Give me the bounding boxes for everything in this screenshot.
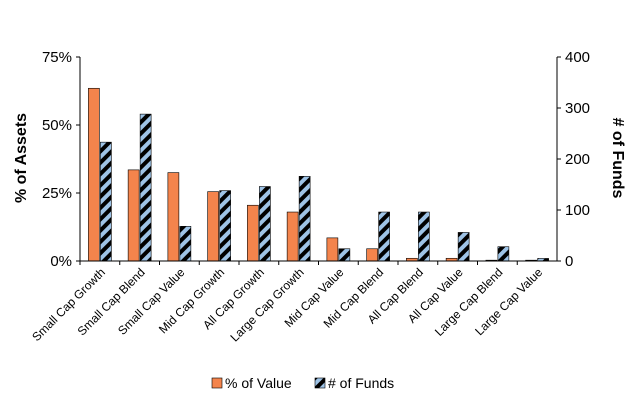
bar-funds-6	[338, 248, 351, 262]
x-tick-label-11: Large Cap Value	[472, 265, 545, 338]
bar-value-5	[286, 211, 299, 262]
y-left-tick-label-1: 25%	[42, 185, 72, 202]
y-left-tick-label-0: 0%	[50, 253, 72, 270]
bar-funds-3	[219, 190, 231, 262]
bar-value-3	[207, 191, 219, 262]
legend-swatch-funds	[314, 377, 326, 389]
y-right-axis-label: # of Funds	[609, 118, 626, 199]
legend-swatch-value	[211, 377, 223, 389]
bar-funds-1	[139, 113, 152, 262]
bar-value-1	[127, 169, 140, 262]
bar-funds-5	[298, 176, 311, 262]
bar-funds-4	[259, 186, 271, 262]
legend-label-funds: # of Funds	[328, 375, 394, 391]
y-right-tick-label-3: 300	[565, 100, 590, 117]
bar-funds-10	[497, 246, 510, 262]
bar-funds-0	[100, 141, 112, 262]
x-tick-label-5: Large Cap Growth	[227, 265, 306, 344]
y-left-tick-label-3: 75%	[42, 49, 72, 66]
legend: % of Value # of Funds	[211, 375, 394, 391]
bar-funds-2	[179, 226, 192, 262]
bar-funds-7	[378, 211, 390, 262]
legend-label-value: % of Value	[225, 375, 292, 391]
bar-value-4	[247, 204, 259, 262]
y-right-tick-label-0: 0	[565, 253, 573, 270]
bar-value-0	[88, 87, 100, 262]
y-right-tick-label-2: 200	[565, 151, 590, 168]
bar-funds-8	[418, 211, 430, 262]
x-tick-label-10: Large Cap Blend	[432, 265, 506, 339]
y-right-tick-label-1: 100	[565, 202, 590, 219]
y-left-axis-label: % of Assets	[13, 113, 30, 203]
bar-funds-9	[457, 232, 470, 262]
x-tick-label-0: Small Cap Growth	[29, 265, 108, 344]
bar-value-7	[366, 248, 378, 262]
y-left-tick-label-2: 50%	[42, 117, 72, 134]
y-right-tick-label-4: 400	[565, 49, 590, 66]
x-tick-label-1: Small Cap Blend	[75, 265, 148, 338]
bar-value-2	[167, 172, 180, 262]
bar-value-6	[326, 237, 339, 262]
